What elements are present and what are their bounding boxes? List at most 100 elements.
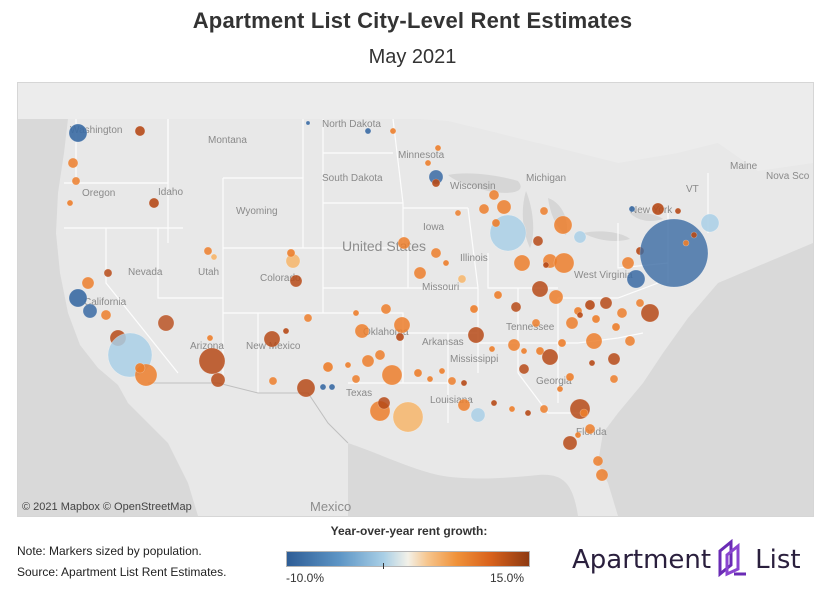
city-marker[interactable] bbox=[393, 316, 411, 334]
city-marker[interactable] bbox=[690, 231, 698, 239]
city-marker[interactable] bbox=[82, 303, 98, 319]
city-marker[interactable] bbox=[381, 364, 403, 386]
city-marker[interactable] bbox=[203, 246, 213, 256]
city-marker[interactable] bbox=[513, 254, 531, 272]
city-marker[interactable] bbox=[682, 239, 690, 247]
city-marker[interactable] bbox=[434, 144, 442, 152]
city-marker[interactable] bbox=[380, 303, 392, 315]
city-marker[interactable] bbox=[469, 304, 479, 314]
city-marker[interactable] bbox=[496, 199, 512, 215]
city-marker[interactable] bbox=[531, 318, 541, 328]
city-marker[interactable] bbox=[635, 298, 645, 308]
city-marker[interactable] bbox=[624, 335, 636, 347]
city-marker[interactable] bbox=[438, 367, 446, 375]
city-marker[interactable] bbox=[548, 289, 564, 305]
city-marker[interactable] bbox=[467, 326, 485, 344]
city-marker[interactable] bbox=[134, 362, 146, 374]
city-marker[interactable] bbox=[700, 213, 720, 233]
city-marker[interactable] bbox=[66, 199, 74, 207]
city-marker[interactable] bbox=[426, 375, 434, 383]
city-marker[interactable] bbox=[611, 322, 621, 332]
city-marker[interactable] bbox=[68, 123, 88, 143]
city-marker[interactable] bbox=[651, 202, 665, 216]
city-marker[interactable] bbox=[518, 363, 530, 375]
city-marker[interactable] bbox=[488, 189, 500, 201]
city-marker[interactable] bbox=[413, 266, 427, 280]
city-marker[interactable] bbox=[103, 268, 113, 278]
city-marker[interactable] bbox=[413, 368, 423, 378]
city-marker[interactable] bbox=[674, 207, 682, 215]
city-marker[interactable] bbox=[198, 347, 226, 375]
city-marker[interactable] bbox=[616, 307, 628, 319]
city-marker[interactable] bbox=[157, 314, 175, 332]
city-marker[interactable] bbox=[584, 423, 596, 435]
city-marker[interactable] bbox=[535, 346, 545, 356]
city-marker[interactable] bbox=[67, 157, 79, 169]
city-marker[interactable] bbox=[470, 407, 486, 423]
city-marker[interactable] bbox=[71, 176, 81, 186]
city-marker[interactable] bbox=[573, 230, 587, 244]
city-marker[interactable] bbox=[392, 401, 424, 433]
city-marker[interactable] bbox=[374, 349, 386, 361]
city-marker[interactable] bbox=[328, 383, 336, 391]
city-marker[interactable] bbox=[541, 348, 559, 366]
city-marker[interactable] bbox=[319, 383, 327, 391]
city-marker[interactable] bbox=[447, 376, 457, 386]
city-marker[interactable] bbox=[210, 253, 218, 261]
city-marker[interactable] bbox=[377, 396, 391, 410]
city-marker[interactable] bbox=[478, 203, 490, 215]
city-marker[interactable] bbox=[364, 127, 372, 135]
city-marker[interactable] bbox=[389, 127, 397, 135]
city-marker[interactable] bbox=[397, 236, 411, 250]
city-marker[interactable] bbox=[607, 352, 621, 366]
city-marker[interactable] bbox=[557, 338, 567, 348]
city-marker[interactable] bbox=[460, 379, 468, 387]
city-marker[interactable] bbox=[609, 374, 619, 384]
city-marker[interactable] bbox=[268, 376, 278, 386]
city-marker[interactable] bbox=[352, 309, 360, 317]
city-marker[interactable] bbox=[562, 435, 578, 451]
city-marker[interactable] bbox=[584, 299, 596, 311]
city-marker[interactable] bbox=[539, 404, 549, 414]
city-marker[interactable] bbox=[565, 372, 575, 382]
city-marker[interactable] bbox=[524, 409, 532, 417]
city-marker[interactable] bbox=[488, 345, 496, 353]
city-marker[interactable] bbox=[289, 274, 303, 288]
city-marker[interactable] bbox=[442, 259, 450, 267]
city-marker[interactable] bbox=[493, 290, 503, 300]
city-marker[interactable] bbox=[595, 468, 609, 482]
city-marker[interactable] bbox=[354, 323, 370, 339]
city-marker[interactable] bbox=[430, 247, 442, 259]
city-marker[interactable] bbox=[585, 332, 603, 350]
city-marker[interactable] bbox=[553, 215, 573, 235]
city-marker[interactable] bbox=[639, 218, 709, 288]
city-marker[interactable] bbox=[626, 269, 646, 289]
city-marker[interactable] bbox=[344, 361, 352, 369]
city-marker[interactable] bbox=[579, 408, 589, 418]
city-marker[interactable] bbox=[532, 235, 544, 247]
city-marker[interactable] bbox=[206, 334, 214, 342]
city-marker[interactable] bbox=[134, 125, 146, 137]
city-marker[interactable] bbox=[491, 218, 501, 228]
city-marker[interactable] bbox=[507, 338, 521, 352]
city-marker[interactable] bbox=[286, 248, 296, 258]
city-markers[interactable] bbox=[66, 120, 720, 482]
city-marker[interactable] bbox=[296, 378, 316, 398]
city-marker[interactable] bbox=[305, 120, 311, 126]
city-marker[interactable] bbox=[539, 206, 549, 216]
city-marker[interactable] bbox=[210, 372, 226, 388]
city-marker[interactable] bbox=[520, 347, 528, 355]
city-marker[interactable] bbox=[322, 361, 334, 373]
us-map[interactable]: Washington Oregon California Nevada Idah… bbox=[18, 83, 813, 516]
map-attribution[interactable]: © 2021 Mapbox © OpenStreetMap bbox=[22, 501, 192, 513]
city-marker[interactable] bbox=[640, 303, 660, 323]
city-marker[interactable] bbox=[490, 399, 498, 407]
city-marker[interactable] bbox=[361, 354, 375, 368]
city-marker[interactable] bbox=[457, 274, 467, 284]
city-marker[interactable] bbox=[68, 288, 88, 308]
city-marker[interactable] bbox=[81, 276, 95, 290]
city-marker[interactable] bbox=[454, 209, 462, 217]
city-marker[interactable] bbox=[508, 405, 516, 413]
city-marker[interactable] bbox=[542, 261, 550, 269]
city-marker[interactable] bbox=[576, 311, 584, 319]
